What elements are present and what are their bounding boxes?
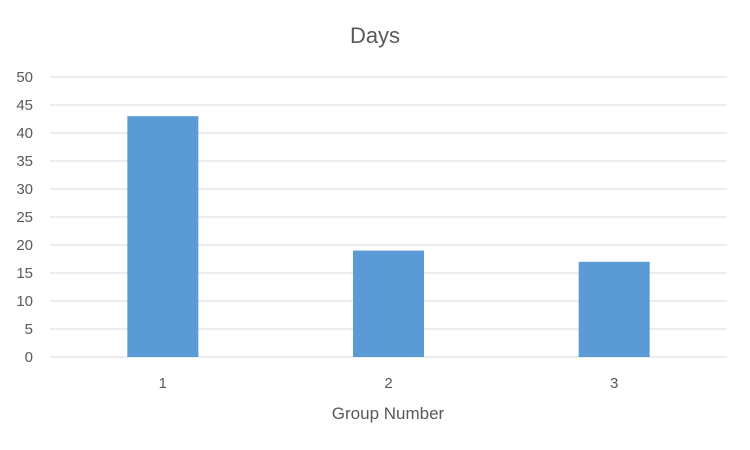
y-tick-label: 30 [16,181,33,198]
bars [127,116,650,357]
x-tick-label: 1 [159,375,167,392]
x-tick-label: 3 [610,375,618,392]
bar-group-3 [578,261,650,357]
x-tick-label: 2 [384,375,392,392]
x-axis-title: Group Number [332,404,445,423]
y-tick-label: 15 [16,265,33,282]
bar-group-1 [127,116,199,357]
x-axis-ticks: 1 2 3 [159,375,619,392]
bar-group-2 [353,250,424,357]
y-tick-label: 50 [16,69,33,86]
y-tick-label: 40 [16,125,33,142]
y-axis-ticks: 0 5 10 15 20 25 30 35 40 45 50 [16,69,33,366]
y-tick-label: 35 [16,153,33,170]
y-tick-label: 5 [25,321,33,338]
y-tick-label: 10 [16,293,33,310]
y-tick-label: 0 [25,349,33,366]
y-tick-label: 45 [16,97,33,114]
y-tick-label: 20 [16,237,33,254]
y-tick-label: 25 [16,209,33,226]
chart-title: Days [350,23,400,48]
